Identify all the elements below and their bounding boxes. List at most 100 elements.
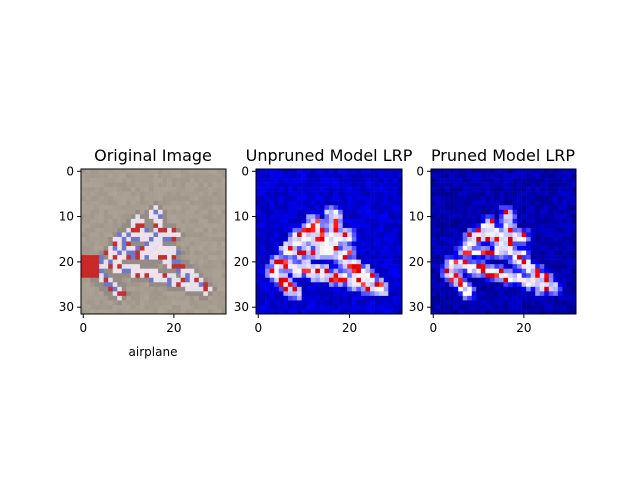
- pixel: [360, 277, 366, 283]
- pixel: [471, 205, 477, 211]
- pixel: [162, 264, 168, 269]
- pixel: [351, 273, 357, 279]
- pixel: [530, 309, 536, 315]
- pixel: [489, 173, 495, 179]
- pixel: [216, 300, 222, 306]
- pixel: [444, 282, 450, 288]
- pixel: [508, 250, 513, 256]
- pixel: [94, 200, 100, 206]
- pixel: [269, 273, 275, 279]
- pixel: [185, 227, 191, 233]
- pixel: [526, 227, 531, 233]
- pixel: [449, 268, 454, 274]
- pixel: [365, 295, 371, 301]
- pixel: [130, 246, 136, 251]
- y-tick-label: 20: [409, 255, 424, 269]
- pixel: [319, 173, 325, 179]
- pixel: [471, 259, 477, 265]
- pixel: [117, 232, 123, 238]
- pixel: [494, 218, 500, 224]
- pixel: [503, 250, 509, 256]
- pixel: [498, 218, 504, 224]
- pixel: [494, 246, 500, 251]
- pixel: [126, 232, 132, 238]
- pixel: [269, 277, 275, 283]
- pixel: [139, 264, 145, 269]
- pixel: [365, 264, 371, 269]
- pixel: [180, 173, 186, 179]
- pixel: [480, 223, 486, 229]
- pixel: [383, 236, 389, 242]
- pixel: [153, 173, 159, 179]
- axes-frame: [80, 168, 227, 315]
- pixel: [162, 277, 168, 283]
- pixel: [383, 300, 389, 306]
- pixel: [162, 191, 168, 197]
- pixel: [458, 200, 464, 206]
- pixel: [221, 232, 227, 238]
- pixel: [480, 173, 486, 179]
- pixel: [548, 214, 554, 220]
- pixel: [324, 187, 330, 192]
- pixel: [374, 246, 380, 251]
- pixel: [338, 205, 343, 211]
- pixel: [315, 300, 321, 306]
- pixel: [557, 273, 563, 279]
- pixel: [162, 273, 168, 279]
- pixel: [571, 304, 577, 310]
- pixel: [370, 187, 375, 192]
- pixel: [342, 223, 348, 229]
- pixel: [383, 182, 389, 188]
- pixel: [81, 309, 86, 315]
- pixel: [453, 273, 459, 279]
- pixel: [374, 223, 380, 229]
- pixel: [283, 255, 289, 260]
- pixel: [356, 291, 362, 297]
- pixel: [292, 282, 298, 288]
- pixel: [117, 259, 123, 265]
- pixel: [453, 291, 459, 297]
- pixel: [467, 182, 473, 188]
- pixel: [342, 182, 348, 188]
- pixel: [301, 246, 307, 251]
- pixel: [388, 291, 394, 297]
- pixel: [265, 218, 270, 224]
- pixel: [351, 191, 357, 197]
- pixel: [392, 309, 398, 315]
- pixel: [356, 214, 362, 220]
- pixel: [480, 246, 486, 251]
- pixel: [544, 273, 550, 279]
- pixel: [180, 295, 186, 301]
- pixel: [162, 196, 168, 202]
- pixel: [221, 236, 227, 242]
- pixel: [287, 191, 293, 197]
- pixel: [148, 173, 154, 179]
- pixel: [562, 273, 568, 279]
- pixel: [544, 259, 550, 265]
- pixel: [444, 232, 450, 238]
- pixel: [351, 286, 357, 292]
- pixel: [297, 286, 302, 292]
- pixel: [553, 182, 559, 188]
- pixel: [319, 209, 325, 215]
- pixel: [557, 227, 563, 233]
- pixel: [392, 205, 398, 211]
- pixel: [333, 209, 339, 215]
- pixel: [198, 309, 204, 315]
- pixel: [553, 241, 559, 247]
- pixel: [521, 236, 527, 242]
- pixel: [194, 223, 200, 229]
- pixel: [180, 169, 186, 174]
- pixel: [374, 304, 380, 310]
- pixel: [503, 273, 509, 279]
- pixel: [189, 182, 195, 188]
- pixel: [392, 259, 398, 265]
- pixel: [458, 282, 464, 288]
- pixel: [562, 236, 568, 242]
- pixel: [158, 169, 163, 174]
- pixel: [498, 282, 504, 288]
- pixel: [153, 282, 159, 288]
- pixel: [90, 309, 95, 315]
- pixel: [370, 309, 375, 315]
- pixel: [521, 205, 527, 211]
